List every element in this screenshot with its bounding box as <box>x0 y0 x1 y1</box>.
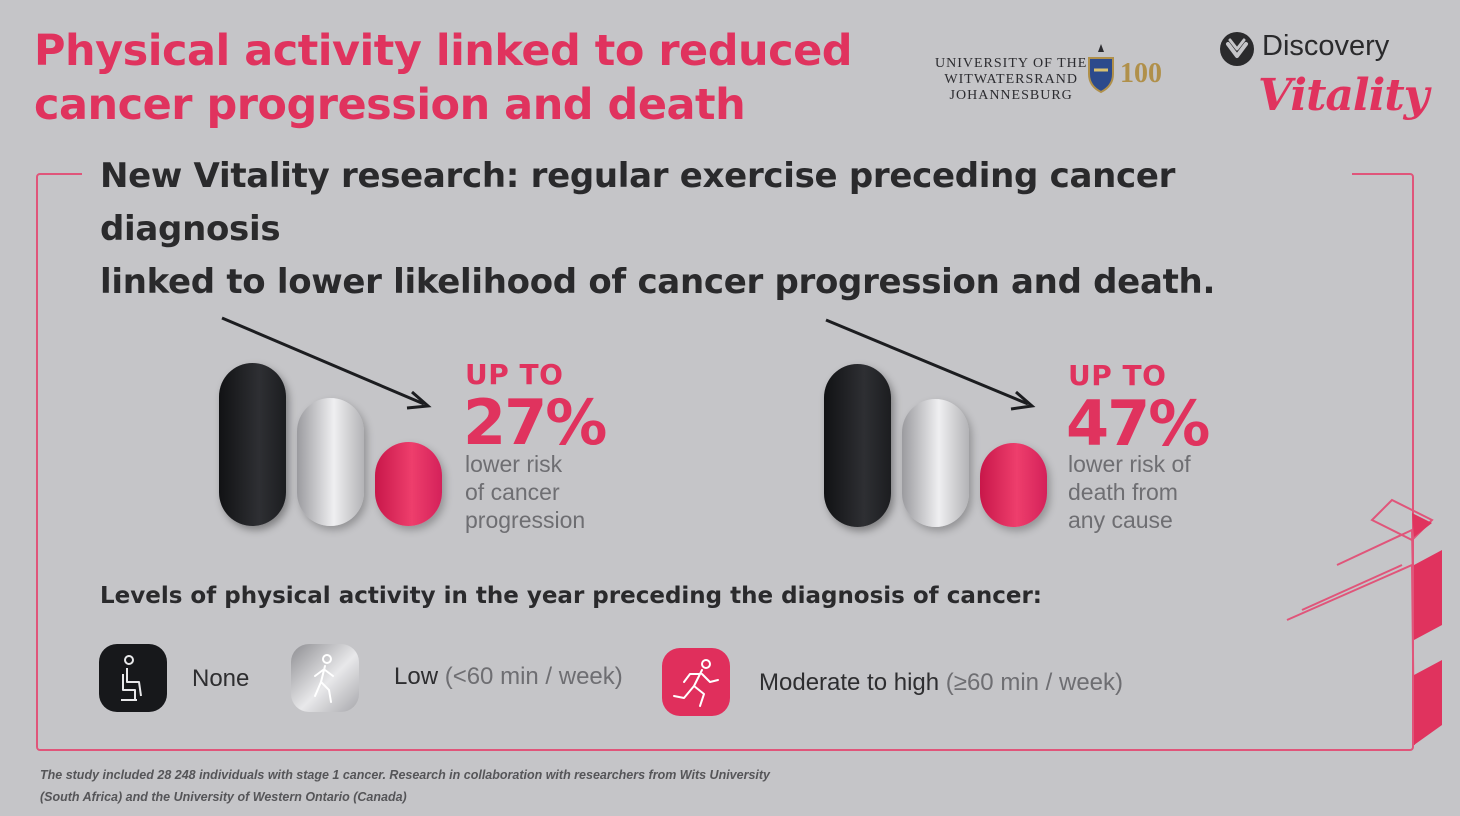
legend-low-name: Low <box>394 663 439 690</box>
footnote-line-1: The study included 28 248 individuals wi… <box>40 768 770 782</box>
levels-label: Levels of physical activity in the year … <box>100 583 1043 609</box>
discovery-logo-text: Discovery <box>1262 30 1390 62</box>
legend-moderate-name: Moderate to high <box>759 669 940 696</box>
stat-description-line: death from <box>1068 479 1178 505</box>
stat-value: 47% <box>1066 387 1210 460</box>
subtitle-line-2: linked to lower likelihood of cancer pro… <box>100 262 1216 302</box>
stat-value: 27% <box>463 386 607 459</box>
person-running-icon <box>673 659 719 707</box>
person-walking-icon <box>314 654 334 703</box>
title-line-2: cancer progression and death <box>34 80 746 130</box>
stat-description-line: progression <box>465 507 586 533</box>
legend-moderate-icon <box>662 648 730 716</box>
wits-crest-icon <box>1088 44 1114 94</box>
footnote-line-2: (South Africa) and the University of Wes… <box>40 790 407 804</box>
legend-low-detail: (<60 min / week) <box>444 663 623 690</box>
wits-logo-line-3: JOHANNESBURG <box>949 88 1073 103</box>
person-seated-icon <box>121 655 142 701</box>
wits-logo: UNIVERSITY OF THE WITWATERSRAND JOHANNES… <box>935 56 1087 104</box>
vitality-logo-text: Vitality <box>1258 70 1429 121</box>
wits-logo-line-2: WITWATERSRAND <box>944 72 1078 87</box>
trend-down-arrow-icon <box>221 316 432 410</box>
bar-low-activity <box>297 398 364 526</box>
trend-down-arrow-icon <box>825 318 1036 411</box>
stat-description: lower risk of death from any cause <box>1068 450 1191 534</box>
subtitle-line-1: New Vitality research: regular exercise … <box>100 156 1176 249</box>
legend-none-label: None <box>192 665 250 692</box>
stat-prefix: UP TO <box>465 358 564 391</box>
discovery-shield-icon <box>1220 32 1254 66</box>
title-line-1: Physical activity linked to reduced <box>34 26 853 76</box>
legend-none-icon <box>99 644 167 712</box>
stat-description-line: lower risk <box>465 451 563 477</box>
legend-low-label: Low (<60 min / week) <box>394 663 623 691</box>
bar-moderate-activity <box>375 442 442 526</box>
legend-low-icon <box>291 644 359 712</box>
wits-logo-line-1: UNIVERSITY OF THE <box>935 56 1088 71</box>
footnote: The study included 28 248 individuals wi… <box>40 764 940 808</box>
legend-moderate-detail: (≥60 min / week) <box>945 669 1124 696</box>
bar-moderate-activity <box>980 443 1047 527</box>
stat-description-line: any cause <box>1068 507 1173 533</box>
legend-moderate-label: Moderate to high (≥60 min / week) <box>759 669 1123 697</box>
decorative-chevrons <box>1286 498 1442 746</box>
stat-description-line: of cancer <box>465 479 560 505</box>
centenary-logo: 100 <box>1120 58 1162 89</box>
bar-none-activity <box>824 364 891 527</box>
page-title: Physical activity linked to reduced canc… <box>34 24 934 132</box>
subtitle: New Vitality research: regular exercise … <box>100 150 1360 309</box>
stat-description: lower risk of cancer progression <box>465 450 585 534</box>
bar-low-activity <box>902 399 969 527</box>
frame-gap <box>82 150 1352 250</box>
bar-none-activity <box>219 363 286 526</box>
stat-prefix: UP TO <box>1068 359 1167 392</box>
stat-description-line: lower risk of <box>1068 451 1191 477</box>
